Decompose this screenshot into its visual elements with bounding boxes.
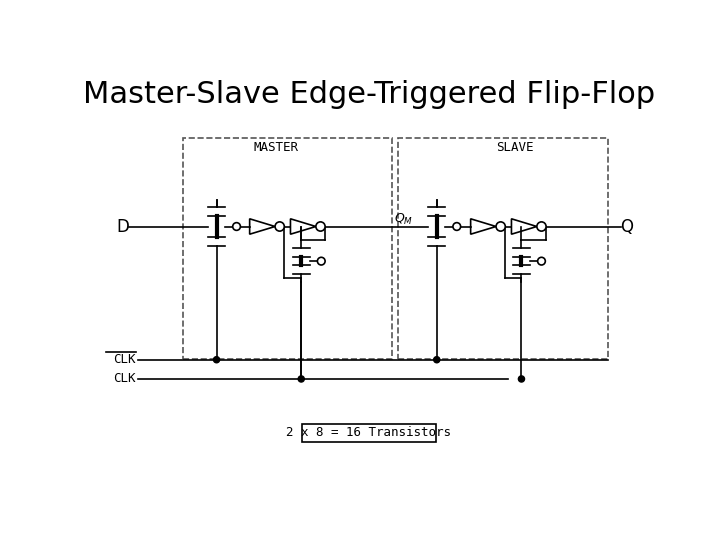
- Text: CLK: CLK: [113, 353, 135, 366]
- Circle shape: [496, 222, 505, 231]
- Circle shape: [275, 222, 284, 231]
- Text: 2 x 8 = 16 Transistors: 2 x 8 = 16 Transistors: [287, 427, 451, 440]
- Circle shape: [318, 257, 325, 265]
- Text: $Q_M$: $Q_M$: [394, 212, 413, 227]
- FancyBboxPatch shape: [302, 423, 436, 442]
- Text: CLK: CLK: [113, 373, 135, 386]
- Circle shape: [453, 222, 461, 231]
- Circle shape: [316, 222, 325, 231]
- Circle shape: [433, 356, 440, 363]
- Circle shape: [213, 356, 220, 363]
- Circle shape: [518, 376, 525, 382]
- Text: SLAVE: SLAVE: [496, 141, 534, 154]
- Text: Q: Q: [621, 218, 634, 235]
- Circle shape: [298, 376, 305, 382]
- Circle shape: [538, 257, 545, 265]
- Text: D: D: [116, 218, 129, 235]
- Text: MASTER: MASTER: [253, 141, 298, 154]
- Circle shape: [537, 222, 546, 231]
- Text: Master-Slave Edge-Triggered Flip-Flop: Master-Slave Edge-Triggered Flip-Flop: [83, 79, 655, 109]
- Circle shape: [233, 222, 240, 231]
